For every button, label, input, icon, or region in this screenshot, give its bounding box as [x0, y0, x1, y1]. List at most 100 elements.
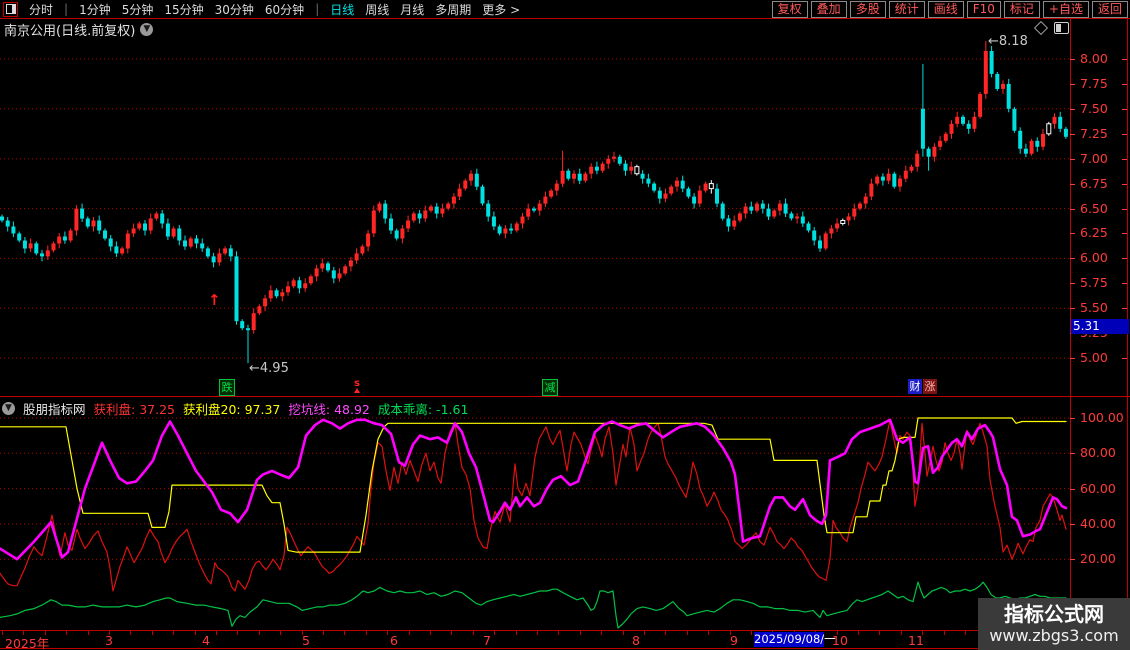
layout-icon[interactable]	[1054, 22, 1069, 34]
date-label-4: 4	[202, 633, 210, 648]
indicator-header: ▼ 股朋指标网 获利盘: 37.25 获利盘20: 97.37 挖坑线: 48.92…	[2, 399, 468, 418]
indicator-value-成本乖离: 成本乖离: -1.61	[377, 402, 469, 417]
candle	[474, 173, 479, 187]
toolbar-item-周线[interactable]: 周线	[365, 2, 390, 17]
toolbar-button-画线[interactable]: 画线	[927, 0, 964, 18]
candle	[74, 208, 79, 231]
indicator-line-挖坑线	[0, 418, 1068, 561]
toolbar-button-统计[interactable]: 统计	[888, 0, 925, 18]
candle	[1029, 140, 1034, 154]
date-label-5: 5	[302, 633, 310, 648]
candle	[915, 153, 920, 167]
toolbar-item-60分钟[interactable]: 60分钟	[264, 2, 305, 17]
indicator-label-80.00: 80.00	[1080, 445, 1116, 461]
indicator-svg	[0, 417, 1070, 629]
indicator-label-20.00: 20.00	[1080, 551, 1116, 567]
toolbar-item-15分钟[interactable]: 15分钟	[164, 2, 204, 17]
candle	[389, 218, 393, 231]
price-tick	[1070, 283, 1075, 285]
candle	[514, 223, 519, 231]
toolbar-button-多股[interactable]: 多股	[849, 0, 886, 18]
candle	[812, 230, 817, 241]
candle	[320, 263, 325, 269]
candle	[772, 210, 777, 217]
candlestick-chart[interactable]: ←8.18 ←4.95 ↑ 跌 s 减 财涨	[0, 30, 1070, 396]
candle	[732, 220, 737, 227]
toolbar-item-分时[interactable]: 分时	[29, 2, 54, 17]
candle	[188, 238, 193, 247]
indicator-chevron-down-icon[interactable]: ▼	[2, 402, 15, 415]
toolbar-right-group: 复权 叠加 多股 统计 画线 F10 标记 +自选 返回	[771, 0, 1130, 18]
price-tick	[1070, 108, 1075, 110]
candle	[978, 93, 983, 117]
candle	[223, 248, 228, 254]
candle	[331, 270, 336, 279]
candle	[143, 223, 147, 231]
date-tick	[109, 631, 110, 635]
candle	[148, 218, 153, 231]
candle	[177, 228, 182, 241]
toolbar-item-更多 >[interactable]: 更多 >	[482, 2, 521, 17]
candle	[171, 228, 176, 237]
toolbar-button-返回[interactable]: 返回	[1091, 0, 1128, 18]
candle	[520, 216, 525, 224]
date-tick	[45, 631, 46, 635]
candle	[583, 173, 588, 181]
date-tick	[730, 631, 731, 635]
toolbar-button-标记[interactable]: 标记	[1003, 0, 1040, 18]
candle	[1046, 123, 1052, 135]
toolbar-button-复权[interactable]: 复权	[771, 0, 808, 18]
diamond-icon[interactable]	[1033, 20, 1049, 36]
candlestick-svg	[0, 41, 1070, 364]
price-tick	[1070, 258, 1075, 260]
price-tick	[1122, 233, 1127, 235]
candle	[589, 166, 594, 174]
toolbar-separator: |	[64, 2, 69, 16]
price-label-7.50: 7.50	[1080, 100, 1108, 116]
low-annotation: ←4.95	[249, 361, 289, 376]
indicator-panel[interactable]: ▼ 股朋指标网 获利盘: 37.25 获利盘20: 97.37 挖坑线: 48.92…	[0, 397, 1070, 631]
candle	[526, 208, 531, 217]
toolbar-item-日线[interactable]: 日线	[330, 2, 355, 17]
toolbar-item-月线[interactable]: 月线	[400, 2, 425, 17]
candle	[68, 230, 73, 241]
candle	[920, 108, 925, 149]
candle	[795, 216, 800, 219]
candle	[125, 233, 130, 249]
indicator-tick	[1070, 418, 1075, 419]
candle	[943, 133, 948, 141]
candle	[646, 178, 651, 184]
date-tick	[409, 631, 410, 635]
toolbar-button-叠加[interactable]: 叠加	[810, 0, 847, 18]
candle	[1012, 108, 1017, 131]
candle	[194, 238, 199, 244]
toolbar-item-5分钟[interactable]: 5分钟	[121, 2, 154, 17]
toolbar-item-30分钟[interactable]: 30分钟	[214, 2, 254, 17]
date-tick	[944, 631, 945, 635]
candle	[657, 190, 662, 199]
price-tick	[1122, 158, 1127, 160]
date-axis[interactable]: 2025/09/08/一 2025年 3 4 5 6 7 8 9 10 11	[0, 631, 1070, 650]
date-tick	[965, 631, 966, 635]
toolbar-button-+自选[interactable]: +自选	[1042, 0, 1089, 18]
candle	[840, 220, 846, 224]
candle	[829, 228, 834, 234]
candle	[5, 220, 10, 227]
candle	[675, 180, 679, 187]
toolbar-button-F10[interactable]: F10	[966, 0, 1001, 18]
candle	[692, 196, 697, 204]
candle	[697, 190, 702, 204]
chevron-down-icon[interactable]: ▼	[140, 23, 154, 36]
toolbar-item-多周期[interactable]: 多周期	[435, 2, 472, 17]
date-tick	[922, 631, 923, 635]
candle	[457, 188, 462, 197]
date-tick	[558, 631, 559, 635]
candle	[137, 223, 142, 229]
panel-toggle-icon[interactable]	[3, 1, 18, 17]
price-tick	[1122, 108, 1127, 110]
price-scale: 5.31 8.00 7.75 7.50 7.25 7.00 6.75 6.50 6.25 6.0…	[1070, 18, 1130, 650]
indicator-source: 股朋指标网	[23, 402, 86, 417]
toolbar-item-1分钟[interactable]: 1分钟	[79, 2, 111, 17]
candle	[62, 236, 67, 241]
price-tick	[1122, 59, 1127, 60]
